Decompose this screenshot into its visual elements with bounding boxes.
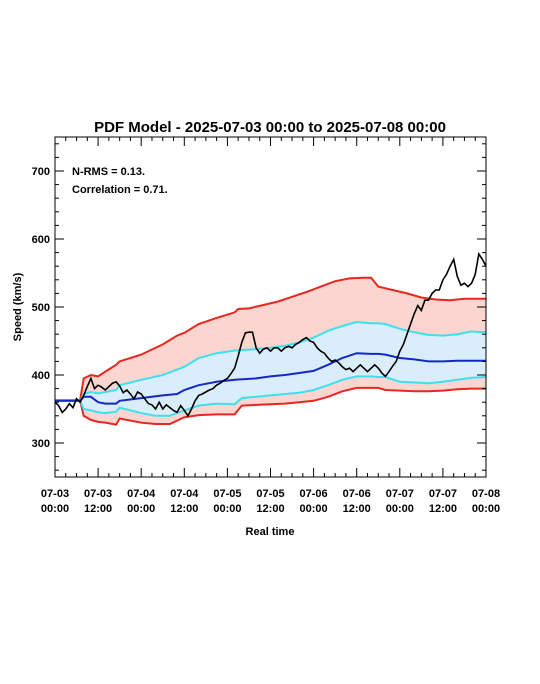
x-tick-label: 00:00 [213, 503, 241, 515]
x-tick-label: 00:00 [386, 503, 414, 515]
x-tick-label: 12:00 [429, 503, 457, 515]
x-tick-label: 12:00 [256, 503, 284, 515]
x-tick-label: 00:00 [41, 503, 69, 515]
y-axis-label: Speed (km/s) [12, 272, 24, 341]
x-axis: 07-03 00:00 07-03 12:00 07-04 00:00 07-04 12:00… [41, 137, 500, 515]
x-tick-label: 12:00 [84, 503, 112, 515]
x-tick-label: 07-04 [127, 488, 156, 500]
x-tick-label: 07-05 [213, 488, 241, 500]
x-tick-label: 12:00 [170, 503, 198, 515]
x-tick-label: 00:00 [300, 503, 328, 515]
y-tick-label: 300 [32, 438, 50, 450]
lower-outer-line [55, 386, 486, 426]
upper-inner-line [55, 320, 487, 402]
x-tick-label: 07-03 [41, 488, 69, 500]
median-line [55, 352, 486, 405]
x-tick-label: 07-03 [84, 488, 112, 500]
y-tick-label: 700 [32, 166, 50, 178]
x-tick-label: 12:00 [343, 503, 371, 515]
inner-band-fill [55, 322, 486, 416]
y-tick-label: 500 [32, 302, 50, 314]
nrms-annotation: N-RMS = 0.13. [72, 166, 145, 178]
x-tick-label: 00:00 [472, 503, 500, 515]
x-tick-label: 07-05 [256, 488, 284, 500]
plot-area [54, 251, 487, 426]
x-axis-label: Real time [246, 526, 295, 538]
correlation-annotation: Correlation = 0.71. [72, 184, 168, 196]
observed-line [54, 251, 487, 418]
x-tick-label: 00:00 [127, 503, 155, 515]
x-tick-label: 07-04 [170, 488, 199, 500]
chart-title: PDF Model - 2025-07-03 00:00 to 2025-07-… [94, 119, 446, 136]
x-tick-label: 07-06 [300, 488, 328, 500]
y-axis: 300 400 500 600 700 [32, 143, 486, 471]
x-tick-label: 07-07 [386, 488, 414, 500]
x-tick-label: 07-08 [472, 488, 500, 500]
y-tick-label: 400 [32, 370, 50, 382]
x-tick-label: 07-06 [343, 488, 371, 500]
upper-outer-line [55, 276, 486, 402]
lower-inner-line [55, 375, 487, 417]
y-tick-label: 600 [32, 234, 50, 246]
x-tick-label: 07-07 [429, 488, 457, 500]
